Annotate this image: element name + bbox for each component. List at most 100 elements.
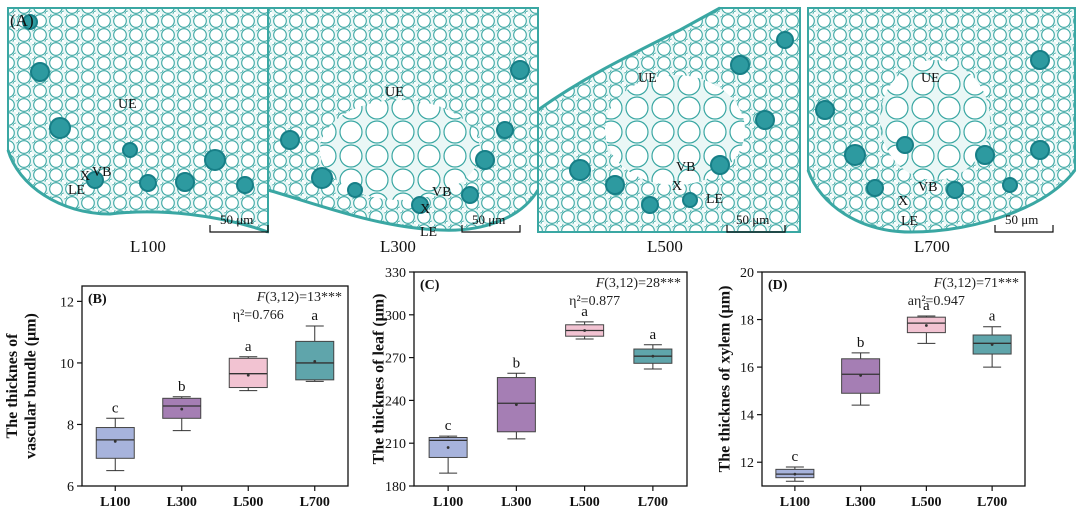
y-axis-label-line: The thicknes of leaf (μm) [371, 294, 388, 465]
label-x-l500: X [672, 179, 682, 194]
box-l700: a [295, 308, 335, 382]
panel-letter: (D) [768, 278, 788, 293]
x-tick-label: L300 [167, 495, 197, 510]
box-l300: b [496, 355, 536, 440]
f-statistic-prefix: F [256, 290, 266, 305]
box-mean [793, 472, 797, 476]
box-mean [583, 329, 587, 332]
f-statistic: F(3,12)=13*** [256, 290, 342, 305]
f-statistic: F(3,12)=28*** [595, 276, 681, 291]
y-tick-label: 330 [385, 266, 406, 281]
y-axis-label-line: vascular bundle (μm) [23, 313, 40, 459]
chart-2: 180 210 240 270 300 330 L100 L300 L500 L700 c b a a (C… [371, 266, 688, 510]
y-tick-label: 6 [67, 480, 74, 495]
x-tick-label: L700 [977, 495, 1007, 510]
box-mean [113, 439, 117, 443]
box-mean [859, 374, 863, 377]
panel-letter-a: (A) [10, 11, 34, 30]
plot-frame [81, 285, 349, 487]
label-ue-l100: UE [118, 97, 137, 112]
y-tick-label: 14 [740, 409, 754, 424]
box-l500: a [228, 339, 268, 392]
x-tick-label: L700 [638, 495, 668, 510]
micrograph-l700 [806, 7, 1077, 234]
y-tick-label: 20 [740, 266, 754, 281]
significance-letter: a [923, 298, 930, 314]
significance-letter: a [245, 339, 252, 355]
label-le-l100: LE [68, 183, 85, 198]
box-l100: c [775, 449, 815, 482]
y-tick-label: 12 [60, 295, 74, 310]
vascular-bundles-l300 [280, 60, 530, 214]
significance-letter: b [513, 355, 521, 371]
y-tick-label: 300 [385, 309, 406, 324]
micrograph-strip: (A) UE VB X LE UE VB X LE UE VB X LE UE … [6, 6, 1077, 256]
plot-frame [761, 271, 1026, 487]
box-l300: b [841, 335, 881, 406]
x-tick-label: L300 [501, 495, 531, 510]
f-statistic: F(3,12)=71*** [933, 276, 1019, 291]
box-mean [651, 354, 655, 358]
label-x-l300: X [420, 202, 430, 217]
significance-letter: a [650, 327, 657, 343]
scale-bar-l300 [461, 225, 521, 233]
epidermis-cut-l300 [267, 188, 540, 232]
label-vb-l500: VB [676, 160, 695, 175]
box-mean [180, 407, 184, 411]
scale-bar-l100 [209, 225, 269, 233]
box-mean [246, 373, 250, 377]
box-l300: b [162, 379, 202, 432]
label-x-l100: X [80, 169, 90, 184]
f-statistic-value: (3,12)=28*** [604, 276, 681, 291]
panel-letter: (B) [88, 292, 107, 307]
caption-l500: L500 [647, 237, 683, 256]
x-tick-label: L700 [300, 495, 330, 510]
label-le-l300: LE [420, 225, 437, 240]
chart-3: 12 14 16 18 20 L100 L300 L500 L700 c b a a (D) F(3,12)… [717, 266, 1026, 510]
label-vb-l100: VB [92, 165, 111, 180]
label-vb-l300: VB [432, 185, 451, 200]
box-iqr [228, 357, 268, 389]
significance-letter: c [112, 400, 119, 416]
box-mean [313, 359, 317, 363]
box-mean [924, 324, 928, 327]
micrograph-l500 [537, 6, 801, 233]
box-iqr [95, 427, 135, 459]
box-l100: c [428, 418, 468, 474]
y-axis-label: The thicknes of xylem (μm) [717, 286, 734, 473]
effect-size: η²=0.766 [233, 308, 284, 323]
effect-size: η²=0.877 [569, 294, 620, 309]
box-mean [990, 343, 994, 346]
panel-letter: (C) [420, 278, 440, 293]
label-vb-l700: VB [918, 180, 937, 195]
significance-letter: a [581, 304, 588, 320]
x-tick-label: L500 [911, 495, 941, 510]
scale-label-l300: 50 μm [472, 212, 505, 227]
box-mean [514, 403, 518, 407]
y-tick-label: 240 [385, 394, 406, 409]
box-l500: a [565, 304, 605, 340]
scale-bar-l700 [994, 225, 1054, 233]
box-mean [446, 446, 450, 449]
epidermis-cut-l700 [806, 169, 1077, 234]
box-l700: a [633, 327, 673, 370]
y-tick-label: 16 [740, 361, 754, 376]
box-l100: c [95, 400, 135, 472]
x-tick-label: L500 [233, 495, 263, 510]
f-statistic-prefix: F [595, 276, 605, 291]
significance-letter: a [989, 309, 996, 325]
f-statistic-value: (3,12)=13*** [265, 290, 342, 305]
scale-bar-l500 [726, 225, 786, 233]
y-tick-label: 270 [385, 352, 406, 367]
y-tick-label: 10 [60, 357, 74, 372]
y-tick-label: 18 [740, 314, 754, 329]
significance-letter: c [445, 418, 452, 434]
y-axis-label: The thicknes of leaf (μm) [371, 294, 388, 465]
scale-label-l500: 50 μm [736, 212, 769, 227]
effect-size: aη²=0.947 [908, 294, 965, 309]
vascular-bundles-l500 [569, 31, 794, 214]
x-tick-label: L100 [433, 495, 463, 510]
caption-l300: L300 [380, 237, 416, 256]
mesophyll-l500 [605, 75, 745, 185]
